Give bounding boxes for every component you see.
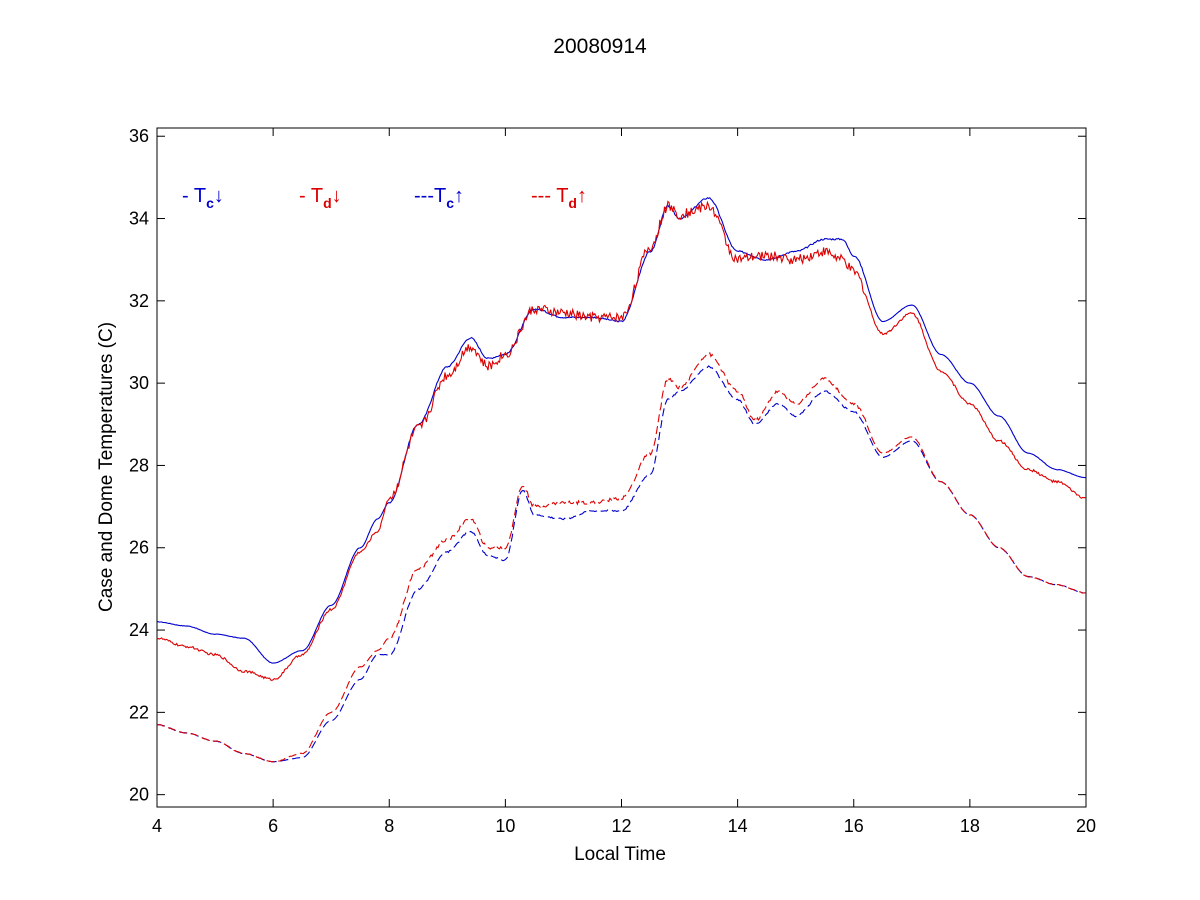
y-tick-label: 30 [129,373,149,393]
y-axis-label: Case and Dome Temperatures (C) [96,322,117,612]
series-layer [156,197,1087,763]
legend-base: T [194,185,206,207]
y-axis: 20 22 24 26 28 30 32 34 36 [129,126,1086,805]
x-axis: 4 6 8 10 12 14 16 18 20 [152,128,1096,836]
x-tick-label: 8 [384,816,394,836]
legend-prefix: --- [531,185,556,207]
legend-base: T [556,185,568,207]
y-tick-label: 36 [129,126,149,146]
legend-arrow: ↑ [577,185,587,207]
legend-prefix: - [182,185,194,207]
legend-subscript: c [206,195,214,211]
legend-subscript: d [323,195,332,211]
x-tick-label: 6 [268,816,278,836]
legend-prefix: - [299,185,311,207]
legend-entry: - Td↓ [299,185,342,211]
series-line-2 [156,365,1086,763]
legend-subscript: d [568,195,577,211]
y-tick-label: 32 [129,291,149,311]
legend-entry: ---Tc↑ [414,185,464,211]
series-line-1 [156,200,1087,681]
x-tick-label: 10 [495,816,515,836]
x-tick-label: 12 [611,816,631,836]
legend-arrow: ↓ [332,185,342,207]
y-tick-label: 28 [129,455,149,475]
x-tick-label: 14 [728,816,748,836]
y-tick-label: 24 [129,620,149,640]
y-tick-label: 22 [129,702,149,722]
plot-area [156,127,1087,808]
legend-arrow: ↑ [454,185,464,207]
y-tick-label: 34 [129,209,149,229]
legend-entry: - Tc↓ [182,185,224,211]
legend-entry: --- Td↑ [531,185,587,211]
y-tick-label: 26 [129,538,149,558]
legend-base: T [434,185,446,207]
legend-subscript: c [446,195,454,211]
x-tick-label: 16 [844,816,864,836]
y-tick-label: 20 [129,785,149,805]
x-axis-label: Local Time [574,844,666,865]
x-tick-label: 4 [152,816,162,836]
legend-arrow: ↓ [214,185,224,207]
legend-base: T [311,185,323,207]
series-line-3 [156,351,1087,763]
series-line-0 [157,197,1087,664]
x-tick-label: 20 [1076,816,1096,836]
x-tick-label: 18 [960,816,980,836]
legend-prefix: --- [414,185,434,207]
chart-title: 20080914 [553,35,647,58]
legend: - Tc↓ - Td↓ ---Tc↑ --- Td↑ [182,185,587,211]
